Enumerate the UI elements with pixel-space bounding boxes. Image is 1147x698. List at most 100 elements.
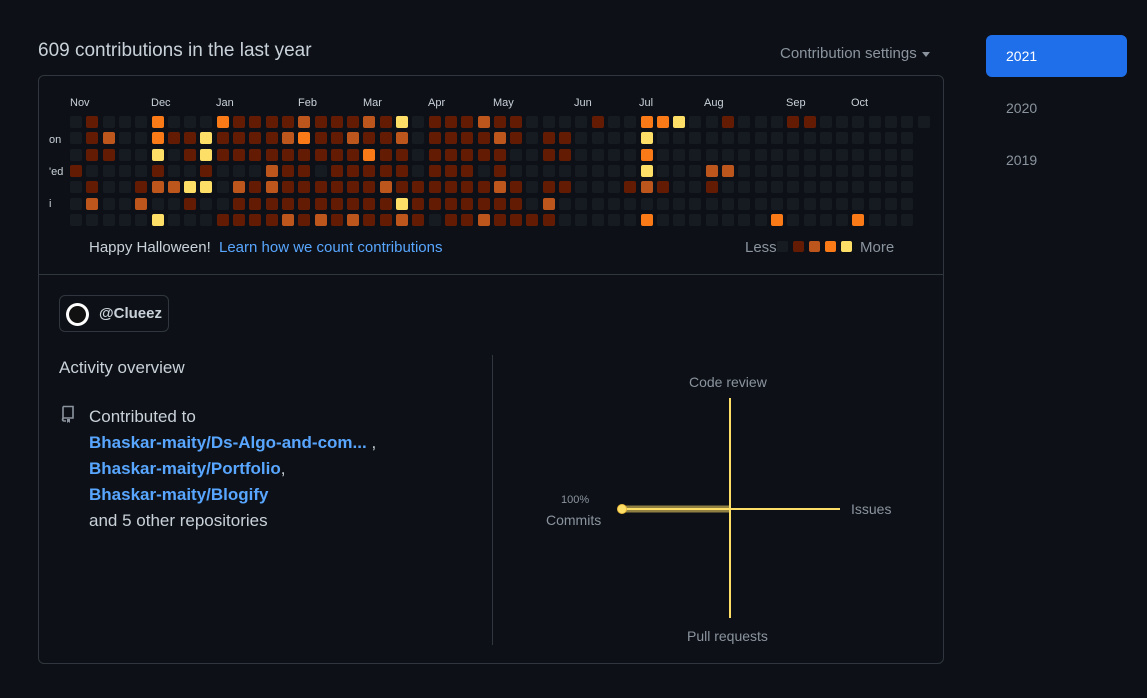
contribution-day-cell[interactable] (673, 149, 685, 161)
contribution-day-cell[interactable] (901, 165, 913, 177)
contribution-day-cell[interactable] (869, 149, 881, 161)
contribution-settings-button[interactable]: Contribution settings (780, 45, 930, 62)
contribution-day-cell[interactable] (331, 181, 343, 193)
contribution-day-cell[interactable] (543, 181, 555, 193)
contribution-day-cell[interactable] (233, 116, 245, 128)
contribution-day-cell[interactable] (315, 198, 327, 210)
contribution-day-cell[interactable] (706, 198, 718, 210)
contribution-day-cell[interactable] (836, 198, 848, 210)
contribution-day-cell[interactable] (624, 214, 636, 226)
contribution-day-cell[interactable] (543, 214, 555, 226)
contribution-day-cell[interactable] (429, 214, 441, 226)
contribution-day-cell[interactable] (168, 181, 180, 193)
contribution-day-cell[interactable] (673, 132, 685, 144)
contribution-day-cell[interactable] (184, 165, 196, 177)
contribution-day-cell[interactable] (135, 198, 147, 210)
contribution-day-cell[interactable] (119, 132, 131, 144)
contribution-day-cell[interactable] (771, 149, 783, 161)
contribution-day-cell[interactable] (298, 181, 310, 193)
contribution-day-cell[interactable] (217, 198, 229, 210)
contribution-day-cell[interactable] (673, 165, 685, 177)
contribution-day-cell[interactable] (266, 165, 278, 177)
contribution-day-cell[interactable] (315, 214, 327, 226)
contribution-day-cell[interactable] (249, 149, 261, 161)
contribution-day-cell[interactable] (200, 214, 212, 226)
user-filter-chip[interactable]: @Clueez (59, 295, 169, 332)
contribution-day-cell[interactable] (608, 132, 620, 144)
contribution-day-cell[interactable] (86, 116, 98, 128)
contribution-day-cell[interactable] (315, 149, 327, 161)
contribution-day-cell[interactable] (836, 132, 848, 144)
contribution-day-cell[interactable] (787, 116, 799, 128)
contribution-day-cell[interactable] (575, 132, 587, 144)
contribution-day-cell[interactable] (396, 165, 408, 177)
contribution-day-cell[interactable] (559, 214, 571, 226)
contribution-day-cell[interactable] (119, 198, 131, 210)
contribution-day-cell[interactable] (543, 165, 555, 177)
contribution-day-cell[interactable] (820, 116, 832, 128)
contribution-day-cell[interactable] (168, 165, 180, 177)
repo-link[interactable]: Bhaskar-maity/Ds-Algo-and-com... (89, 433, 367, 452)
contribution-day-cell[interactable] (152, 198, 164, 210)
contribution-day-cell[interactable] (478, 198, 490, 210)
contribution-day-cell[interactable] (722, 116, 734, 128)
contribution-day-cell[interactable] (266, 181, 278, 193)
contribution-day-cell[interactable] (526, 181, 538, 193)
contribution-day-cell[interactable] (641, 181, 653, 193)
contribution-day-cell[interactable] (478, 181, 490, 193)
contribution-day-cell[interactable] (771, 132, 783, 144)
contribution-day-cell[interactable] (217, 132, 229, 144)
contribution-day-cell[interactable] (429, 116, 441, 128)
contribution-day-cell[interactable] (836, 165, 848, 177)
contribution-day-cell[interactable] (298, 165, 310, 177)
contribution-day-cell[interactable] (901, 149, 913, 161)
contribution-day-cell[interactable] (657, 149, 669, 161)
contribution-day-cell[interactable] (315, 116, 327, 128)
contribution-day-cell[interactable] (852, 116, 864, 128)
contribution-day-cell[interactable] (901, 116, 913, 128)
contribution-day-cell[interactable] (722, 165, 734, 177)
contribution-day-cell[interactable] (771, 198, 783, 210)
contribution-day-cell[interactable] (298, 214, 310, 226)
contribution-day-cell[interactable] (526, 198, 538, 210)
contribution-day-cell[interactable] (738, 116, 750, 128)
contribution-day-cell[interactable] (755, 198, 767, 210)
contribution-day-cell[interactable] (559, 116, 571, 128)
contribution-day-cell[interactable] (266, 149, 278, 161)
contribution-day-cell[interactable] (869, 214, 881, 226)
contribution-day-cell[interactable] (119, 214, 131, 226)
contribution-day-cell[interactable] (755, 214, 767, 226)
contribution-day-cell[interactable] (135, 214, 147, 226)
contribution-day-cell[interactable] (852, 181, 864, 193)
contribution-day-cell[interactable] (445, 165, 457, 177)
contribution-day-cell[interactable] (233, 214, 245, 226)
contribution-day-cell[interactable] (804, 214, 816, 226)
contribution-day-cell[interactable] (510, 116, 522, 128)
contribution-day-cell[interactable] (657, 214, 669, 226)
contribution-day-cell[interactable] (184, 181, 196, 193)
contribution-day-cell[interactable] (689, 132, 701, 144)
contribution-day-cell[interactable] (673, 214, 685, 226)
year-2021-button[interactable]: 2021 (986, 35, 1127, 77)
contribution-day-cell[interactable] (559, 149, 571, 161)
contribution-day-cell[interactable] (755, 149, 767, 161)
contribution-day-cell[interactable] (852, 149, 864, 161)
contribution-day-cell[interactable] (380, 181, 392, 193)
contribution-day-cell[interactable] (706, 214, 718, 226)
contribution-day-cell[interactable] (657, 165, 669, 177)
contribution-day-cell[interactable] (706, 116, 718, 128)
contribution-day-cell[interactable] (380, 198, 392, 210)
contribution-day-cell[interactable] (86, 132, 98, 144)
contribution-day-cell[interactable] (510, 165, 522, 177)
contribution-day-cell[interactable] (722, 181, 734, 193)
contribution-day-cell[interactable] (624, 132, 636, 144)
contribution-day-cell[interactable] (298, 132, 310, 144)
contribution-day-cell[interactable] (168, 116, 180, 128)
contribution-day-cell[interactable] (217, 214, 229, 226)
contribution-day-cell[interactable] (526, 165, 538, 177)
contribution-day-cell[interactable] (445, 116, 457, 128)
contribution-day-cell[interactable] (315, 165, 327, 177)
contribution-day-cell[interactable] (396, 149, 408, 161)
contribution-day-cell[interactable] (103, 132, 115, 144)
contribution-day-cell[interactable] (836, 116, 848, 128)
